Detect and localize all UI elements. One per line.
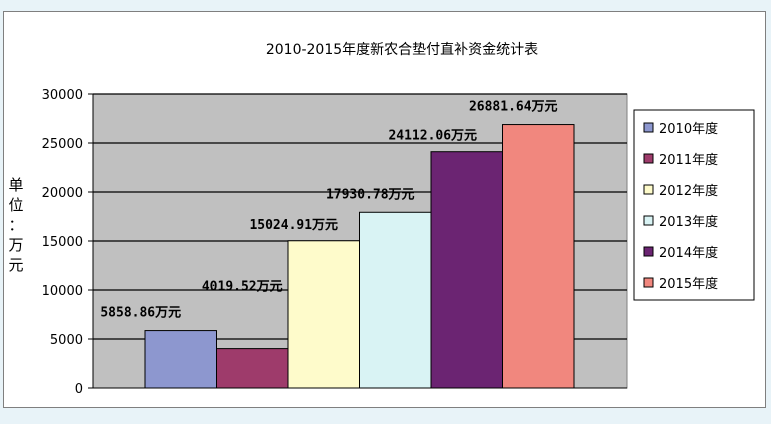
bar-4 xyxy=(359,211,432,389)
legend-entry: 2012年度 xyxy=(659,183,718,199)
legend-box xyxy=(633,109,755,301)
bar-3 xyxy=(287,240,360,389)
chart-canvas: 2010-2015年度新农合垫付直补资金统计表 0 5000 10000 15000 2… xyxy=(8,41,755,397)
bar-2 xyxy=(216,348,289,389)
legend-swatch xyxy=(643,215,654,226)
legend-swatch xyxy=(643,246,654,257)
legend-swatch xyxy=(643,184,654,195)
y-tick-label: 15000 xyxy=(42,235,83,250)
y-axis-label-char: 万 xyxy=(8,236,23,254)
legend-entry: 2015年度 xyxy=(659,276,718,292)
y-tick-label: 30000 xyxy=(42,88,83,103)
bar-1 xyxy=(144,330,217,389)
legend-swatch xyxy=(643,122,654,133)
y-axis-label: 单位 ： 万元 xyxy=(8,176,23,274)
legend-entry: 2013年度 xyxy=(659,214,718,230)
y-tick-label: 0 xyxy=(75,382,83,397)
data-label: 24112.06万元 xyxy=(388,129,477,144)
y-tick-label: 5000 xyxy=(50,333,83,348)
data-label: 5858.86万元 xyxy=(100,306,181,321)
chart-title: 2010-2015年度新农合垫付直补资金统计表 xyxy=(266,41,538,58)
y-axis-label-char: ： xyxy=(8,216,23,234)
legend-entry: 2010年度 xyxy=(659,121,718,137)
y-tick-label: 25000 xyxy=(42,137,83,152)
data-label: 15024.91万元 xyxy=(249,218,338,233)
legend-entry: 2014年度 xyxy=(659,245,718,261)
bar-5 xyxy=(430,151,503,389)
legend-swatch xyxy=(643,277,654,288)
y-tick-label: 10000 xyxy=(42,284,83,299)
legend-swatch xyxy=(643,153,654,164)
data-label: 26881.64万元 xyxy=(469,100,558,115)
bar-6 xyxy=(502,124,575,389)
y-axis-label-char: 元 xyxy=(8,256,23,274)
y-axis-label-char: 位 xyxy=(8,196,23,214)
data-label: 17930.78万元 xyxy=(326,187,415,202)
data-label: 4019.52万元 xyxy=(202,280,283,295)
plot-area: 0 5000 10000 15000 20000 25000 30000 5858.86万元 4… xyxy=(42,88,628,397)
legend: 2010年度 2011年度 2012年度 2013年度 2014年度 2015年度 xyxy=(633,109,755,301)
legend-entry: 2011年度 xyxy=(659,152,718,168)
chart-frame: 2010-2015年度新农合垫付直补资金统计表 0 5000 10000 15000 2… xyxy=(3,11,766,408)
y-axis-label-char: 单 xyxy=(8,176,23,194)
y-tick-label: 20000 xyxy=(42,186,83,201)
